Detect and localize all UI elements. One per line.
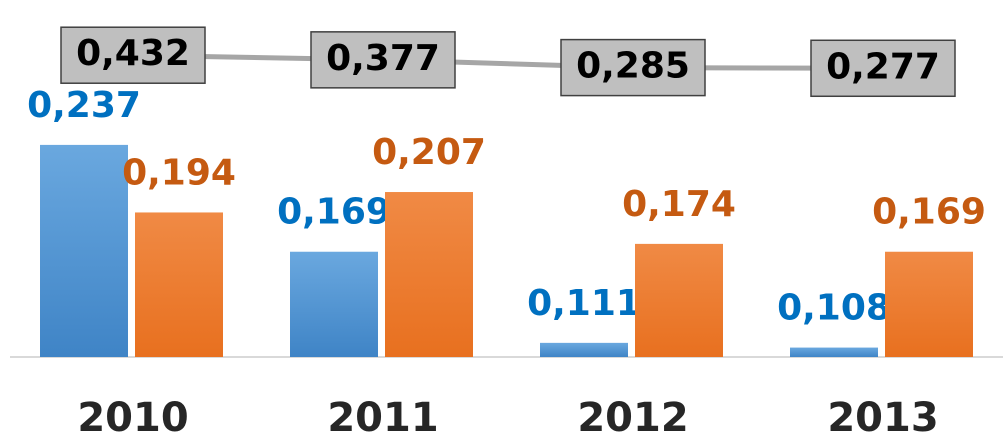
x-tick-label: 2012 — [577, 395, 688, 441]
x-tick-label: 2013 — [827, 395, 938, 441]
data-label: 0,207 — [372, 132, 486, 173]
data-label: 0,169 — [872, 192, 986, 233]
data-label: 0,174 — [622, 184, 736, 225]
bar — [290, 251, 378, 357]
bar — [540, 342, 628, 357]
data-label: 0,111 — [527, 283, 641, 324]
data-label: 0,169 — [277, 192, 391, 233]
bar — [40, 144, 128, 357]
bar — [635, 243, 723, 357]
bar — [790, 347, 878, 357]
data-label: 0,108 — [777, 288, 891, 329]
data-label: 0,432 — [76, 33, 190, 74]
data-label: 0,377 — [326, 38, 440, 79]
label-box — [60, 26, 206, 84]
label-box — [310, 31, 456, 89]
data-label: 0,194 — [122, 152, 236, 193]
x-tick-label: 2011 — [327, 395, 438, 441]
x-tick-label: 2010 — [77, 395, 188, 441]
line — [132, 52, 884, 71]
data-label: 0,277 — [826, 46, 940, 87]
label-box — [560, 38, 706, 97]
label-box — [810, 39, 956, 98]
bar — [385, 192, 473, 357]
data-label: 0,237 — [27, 85, 141, 126]
data-label: 0,285 — [576, 46, 690, 87]
bar — [135, 212, 223, 357]
bar — [885, 251, 973, 357]
